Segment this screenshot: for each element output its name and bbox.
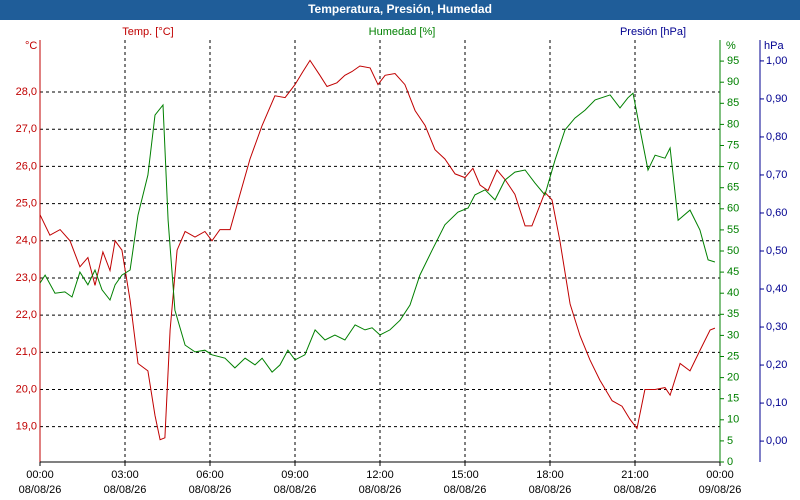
y2-tick-label: 45 [727, 266, 739, 278]
y2-tick-label: 85 [727, 97, 739, 109]
y-tick-label: 26,0 [16, 160, 37, 172]
x-tick-date: 08/08/26 [444, 484, 487, 496]
y-tick-label: 25,0 [16, 198, 37, 210]
x-tick-label: 00:00 [26, 469, 54, 481]
y3-tick-label: 0,70 [766, 169, 787, 181]
series-line [39, 59, 716, 441]
y3-tick-label: 0,40 [766, 283, 787, 295]
x-tick-date: 08/08/26 [189, 484, 232, 496]
x-tick-date: 08/08/26 [104, 484, 147, 496]
x-tick-label: 18:00 [536, 469, 564, 481]
y3-tick-label: 0,80 [766, 131, 787, 143]
x-tick-label: 03:00 [111, 469, 139, 481]
y-axis-title: Temp. [°C] [122, 26, 173, 38]
x-tick-date: 08/08/26 [19, 484, 62, 496]
y2-tick-label: 40 [727, 287, 739, 299]
y2-unit: % [726, 40, 736, 52]
y-tick-label: 27,0 [16, 123, 37, 135]
y3-tick-label: 0,90 [766, 93, 787, 105]
y2-tick-label: 35 [727, 308, 739, 320]
y2-tick-label: 55 [727, 224, 739, 236]
x-tick-date: 08/08/26 [614, 484, 657, 496]
x-tick-label: 12:00 [366, 469, 394, 481]
y3-tick-label: 0,10 [766, 397, 787, 409]
y2-tick-label: 60 [727, 203, 739, 215]
y2-tick-label: 65 [727, 182, 739, 194]
y2-axis-title: Humedad [%] [369, 26, 436, 38]
chart-title: Temperatura, Presión, Humedad [308, 2, 492, 16]
x-tick-date: 08/08/26 [274, 484, 317, 496]
x-tick-label: 09:00 [281, 469, 309, 481]
x-tick-date: 08/08/26 [359, 484, 402, 496]
y-tick-label: 21,0 [16, 346, 37, 358]
y2-tick-label: 95 [727, 55, 739, 67]
x-tick-date: 09/08/26 [699, 484, 742, 496]
y2-tick-label: 90 [727, 76, 739, 88]
x-tick-label: 21:00 [621, 469, 649, 481]
x-tick-label: 00:00 [706, 469, 734, 481]
x-tick-label: 06:00 [196, 469, 224, 481]
y3-tick-label: 0,20 [766, 359, 787, 371]
y2-tick-label: 0 [727, 456, 733, 468]
series-line [39, 92, 716, 373]
y3-tick-label: 0,30 [766, 321, 787, 333]
y-tick-label: 19,0 [16, 421, 37, 433]
y3-tick-label: 0,60 [766, 207, 787, 219]
y-unit: °C [25, 40, 37, 52]
y2-tick-label: 15 [727, 393, 739, 405]
y2-tick-label: 10 [727, 414, 739, 426]
x-tick-label: 15:00 [451, 469, 479, 481]
y2-tick-label: 70 [727, 161, 739, 173]
y2-tick-label: 50 [727, 245, 739, 257]
y-tick-label: 23,0 [16, 272, 37, 284]
y3-tick-label: 1,00 [766, 55, 787, 67]
y2-tick-label: 75 [727, 139, 739, 151]
y3-unit: hPa [764, 40, 784, 52]
y-tick-label: 28,0 [16, 86, 37, 98]
y3-axis-title: Presión [hPa] [620, 26, 686, 38]
y3-tick-label: 0,00 [766, 435, 787, 447]
y-tick-label: 24,0 [16, 235, 37, 247]
x-tick-date: 08/08/26 [529, 484, 572, 496]
y2-tick-label: 25 [727, 350, 739, 362]
y2-tick-label: 30 [727, 329, 739, 341]
y-tick-label: 20,0 [16, 383, 37, 395]
y-tick-label: 22,0 [16, 309, 37, 321]
y2-tick-label: 5 [727, 435, 733, 447]
y2-tick-label: 80 [727, 118, 739, 130]
y2-tick-label: 20 [727, 372, 739, 384]
title-bar [0, 0, 800, 20]
y3-tick-label: 0,50 [766, 245, 787, 257]
